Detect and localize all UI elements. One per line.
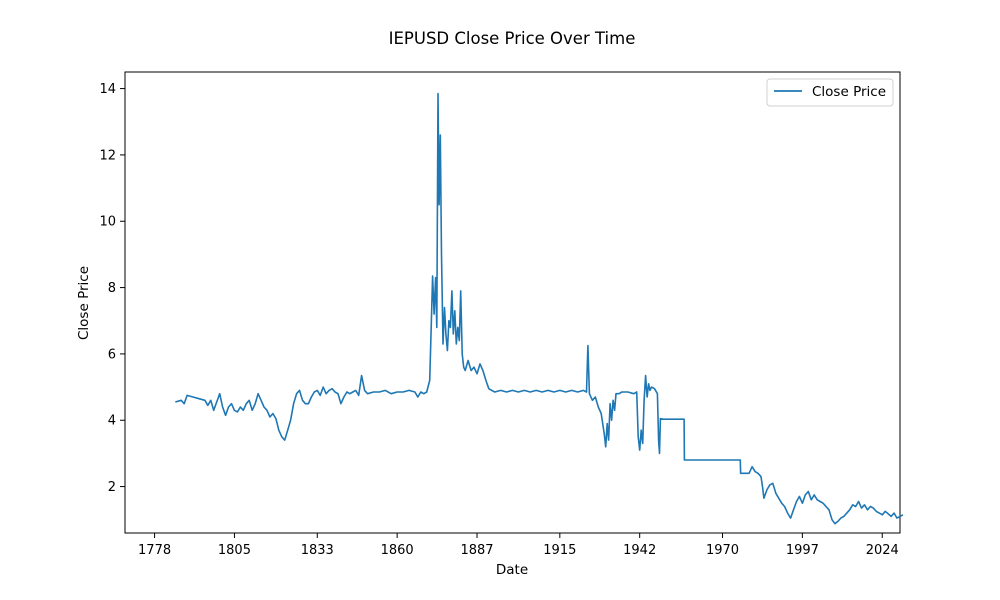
- legend-label: Close Price: [812, 84, 886, 100]
- y-axis-label: Close Price: [76, 266, 92, 340]
- series-line-close-price: [175, 92, 904, 525]
- y-tick-label: 8: [108, 281, 116, 296]
- x-tick-label: 1915: [543, 543, 576, 558]
- x-tick-label: 1970: [706, 543, 739, 558]
- y-tick-label: 6: [108, 347, 116, 362]
- y-tick-label: 2: [108, 480, 116, 495]
- x-tick-label: 1942: [623, 543, 656, 558]
- legend-box: [766, 78, 894, 107]
- plot-area: [124, 71, 901, 534]
- x-tick-label: 2024: [866, 543, 899, 558]
- y-axis: 2 4 6 8 10 12 14: [99, 82, 125, 495]
- x-tick-label: 1833: [301, 543, 334, 558]
- x-tick-label: 1860: [381, 543, 414, 558]
- y-tick-label: 4: [108, 414, 116, 429]
- y-tick-label: 14: [99, 82, 116, 97]
- x-tick-label: 1887: [460, 543, 493, 558]
- x-tick-label: 1778: [138, 543, 171, 558]
- legend: Close Price: [766, 78, 894, 107]
- y-tick-label: 12: [99, 148, 116, 163]
- y-tick-label: 10: [99, 215, 116, 230]
- x-tick-label: 1997: [786, 543, 819, 558]
- x-tick-label: 1805: [218, 543, 251, 558]
- chart-title: IEPUSD Close Price Over Time: [389, 29, 636, 48]
- x-axis-label: Date: [496, 562, 528, 578]
- x-axis: 1778 1805 1833 1860 1887 1915 1942 1970 1997 2024: [138, 533, 899, 558]
